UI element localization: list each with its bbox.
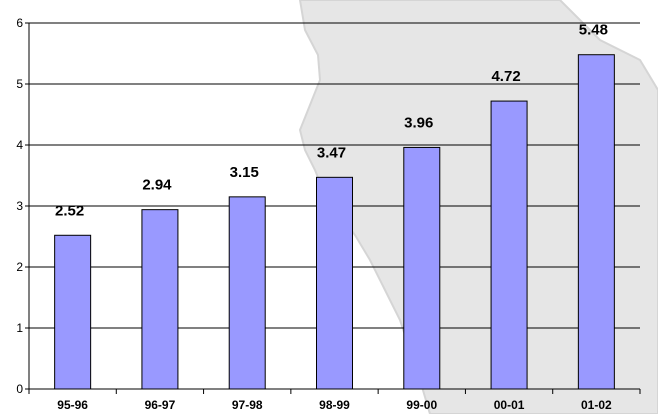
bar-01-02 xyxy=(577,54,615,390)
x-tick-label: 99-00 xyxy=(406,398,437,412)
y-tick-label: 1 xyxy=(16,321,23,335)
bar-99-00 xyxy=(403,146,441,390)
x-tick-label: 01-02 xyxy=(581,398,612,412)
bar-96-97 xyxy=(141,209,179,390)
data-label: 3.47 xyxy=(317,144,346,161)
data-label: 3.15 xyxy=(230,164,259,181)
data-label: 5.48 xyxy=(579,22,608,39)
data-label: 2.52 xyxy=(55,202,84,219)
map-watermark-shape xyxy=(298,0,658,414)
y-tick-label: 6 xyxy=(16,16,23,30)
x-tick-label: 98-99 xyxy=(319,398,350,412)
bars xyxy=(54,54,615,390)
x-tick-label: 96-97 xyxy=(145,398,176,412)
axes xyxy=(25,22,641,394)
labels: 0 1 2 3 4 5 6 2.52 95-96 2.94 96-97 3.15 97-98 3.47 98… xyxy=(16,16,612,412)
x-tick-label: 95-96 xyxy=(57,398,88,412)
x-tick-label: 00-01 xyxy=(494,398,525,412)
data-label: 3.96 xyxy=(404,114,433,131)
bar-97-98 xyxy=(228,196,266,390)
background-map-watermark xyxy=(298,0,658,414)
data-label: 2.94 xyxy=(142,177,172,194)
y-tick-label: 2 xyxy=(16,260,23,274)
bar-98-99 xyxy=(316,176,353,390)
bar-95-96 xyxy=(54,234,92,390)
data-label: 4.72 xyxy=(491,68,520,85)
y-tick-label: 4 xyxy=(16,138,23,152)
y-tick-label: 5 xyxy=(16,77,23,91)
bar-00-01 xyxy=(490,100,528,390)
x-tick-label: 97-98 xyxy=(232,398,263,412)
y-tick-label: 0 xyxy=(16,382,23,396)
y-tick-label: 3 xyxy=(16,199,23,213)
